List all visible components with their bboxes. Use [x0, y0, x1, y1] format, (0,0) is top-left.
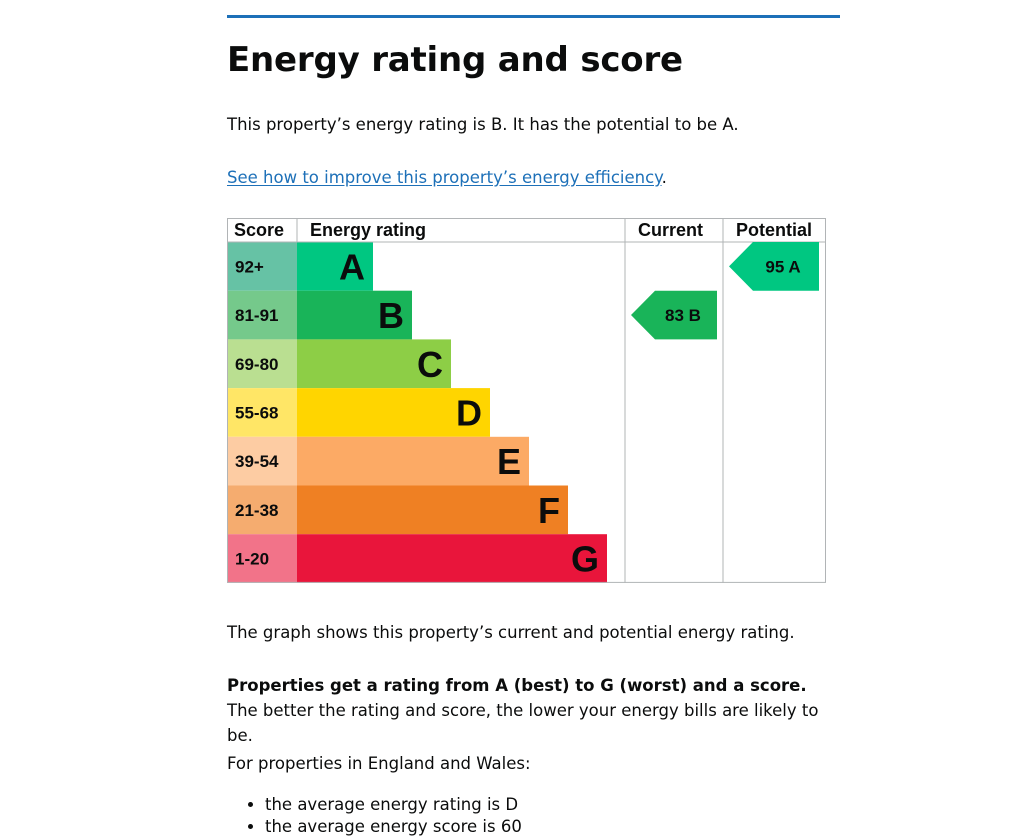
averages-list: the average energy rating is D the avera… [227, 794, 522, 838]
header-current: Current [638, 220, 703, 240]
score-range-c: 69-80 [235, 355, 278, 374]
rating-letter-f: F [538, 490, 560, 531]
score-range-e: 39-54 [235, 452, 279, 471]
rating-bar-b [297, 290, 412, 340]
rating-bar-d [297, 388, 490, 437]
rating-explainer: Properties get a rating from A (best) to… [227, 673, 827, 748]
score-range-g: 1-20 [235, 550, 269, 569]
rating-explainer-bold: Properties get a rating from A (best) to… [227, 676, 807, 695]
score-cell-e [227, 436, 297, 486]
rating-bar-c [297, 339, 451, 389]
link-suffix: . [661, 168, 667, 187]
rating-bar-e [297, 436, 529, 486]
score-range-a: 92+ [235, 257, 264, 276]
score-range-b: 81-91 [235, 306, 278, 325]
score-cell-c [227, 339, 297, 389]
rating-letter-c: C [417, 344, 443, 385]
header-potential: Potential [736, 220, 812, 240]
score-range-f: 21-38 [235, 501, 278, 520]
potential-rating-label: 95 A [765, 257, 800, 276]
current-rating-arrow [631, 290, 717, 340]
rating-letter-e: E [497, 441, 521, 482]
list-item-average-rating: the average energy rating is D [265, 794, 522, 816]
improve-efficiency-link[interactable]: See how to improve this property’s energ… [227, 168, 662, 187]
header-score: Score [234, 220, 284, 240]
rating-letter-a: A [339, 246, 365, 287]
rating-summary: This property’s energy rating is B. It h… [227, 115, 739, 134]
score-cell-d [227, 388, 297, 437]
energy-rating-graph: Score Energy rating Current Potential 92+ A 81… [227, 218, 826, 583]
score-cell-a [227, 242, 297, 291]
graph-caption: The graph shows this property’s current … [227, 623, 795, 642]
score-cell-g [227, 534, 297, 583]
current-rating-label: 83 B [665, 306, 701, 325]
section-top-rule [227, 15, 840, 18]
header-energy-rating: Energy rating [310, 220, 426, 240]
potential-rating-arrow [729, 242, 819, 291]
rating-letter-b: B [378, 295, 404, 336]
rating-explainer-rest: The better the rating and score, the low… [227, 701, 819, 745]
list-item-average-score: the average energy score is 60 [265, 816, 522, 838]
score-range-d: 55-68 [235, 403, 278, 422]
rating-bar-g [297, 534, 607, 583]
rating-bar-f [297, 485, 568, 535]
region-intro: For properties in England and Wales: [227, 754, 531, 773]
graph-border [227, 218, 826, 583]
rating-letter-g: G [571, 539, 599, 580]
improve-link-row: See how to improve this property’s energ… [227, 165, 667, 190]
rating-letter-d: D [456, 392, 482, 433]
score-cell-b [227, 290, 297, 340]
page-title: Energy rating and score [227, 40, 683, 80]
score-cell-f [227, 485, 297, 535]
rating-bar-a [297, 242, 373, 291]
